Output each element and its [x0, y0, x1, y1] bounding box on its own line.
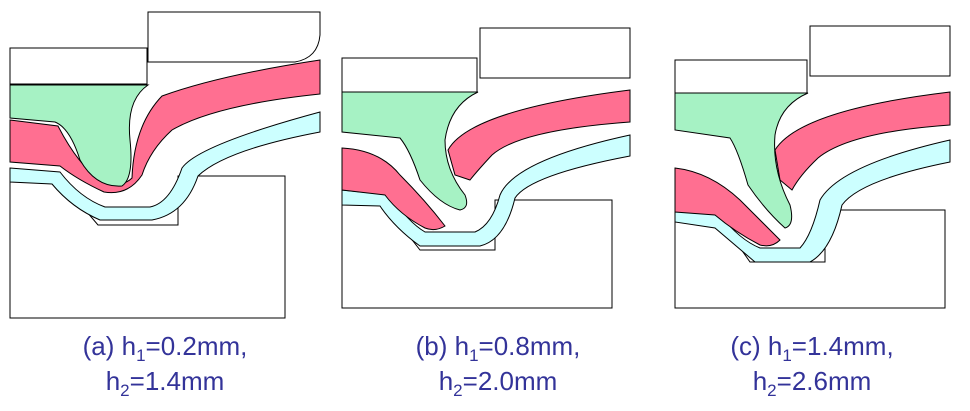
caption-text: =0.2mm, [146, 331, 248, 361]
punch [480, 28, 630, 78]
caption-subscript: 2 [453, 381, 462, 400]
caption-line-1: (a) h1=0.2mm, [83, 331, 248, 365]
caption-text: h [439, 366, 453, 396]
panel-a [10, 12, 320, 318]
caption-text: =2.6mm [777, 366, 872, 396]
caption-line-2: h2=2.6mm [753, 366, 872, 400]
lower-die [342, 200, 612, 308]
lower-die [10, 176, 285, 318]
punch [810, 26, 950, 76]
caption-text: =0.8mm, [479, 331, 581, 361]
caption-text: h [753, 366, 767, 396]
punch [148, 12, 320, 62]
blank-holder [10, 48, 147, 84]
caption-subscript: 1 [782, 346, 791, 365]
caption-line-1: (b) h1=0.8mm, [416, 331, 581, 365]
figure: (a) h1=0.2mm, h2=1.4mm (b) h1=0.8mm, h2=… [0, 0, 970, 411]
blank-holder [675, 60, 807, 93]
caption-subscript: 1 [469, 346, 478, 365]
caption-text: (c) h [730, 331, 782, 361]
blank-holder [342, 58, 477, 92]
caption-text: =1.4mm [130, 366, 225, 396]
panel-c [675, 26, 950, 308]
caption-line-2: h2=2.0mm [439, 366, 558, 400]
caption-text: =1.4mm, [792, 331, 894, 361]
caption-text: h [106, 366, 120, 396]
panel-b [342, 28, 630, 308]
caption-line-1: (c) h1=1.4mm, [730, 331, 893, 365]
caption-subscript: 2 [767, 381, 776, 400]
caption-text: (a) h [83, 331, 136, 361]
caption-line-2: h2=1.4mm [106, 366, 225, 400]
caption-text: =2.0mm [463, 366, 558, 396]
caption-subscript: 2 [120, 381, 129, 400]
caption-subscript: 1 [136, 346, 145, 365]
caption-text: (b) h [416, 331, 469, 361]
